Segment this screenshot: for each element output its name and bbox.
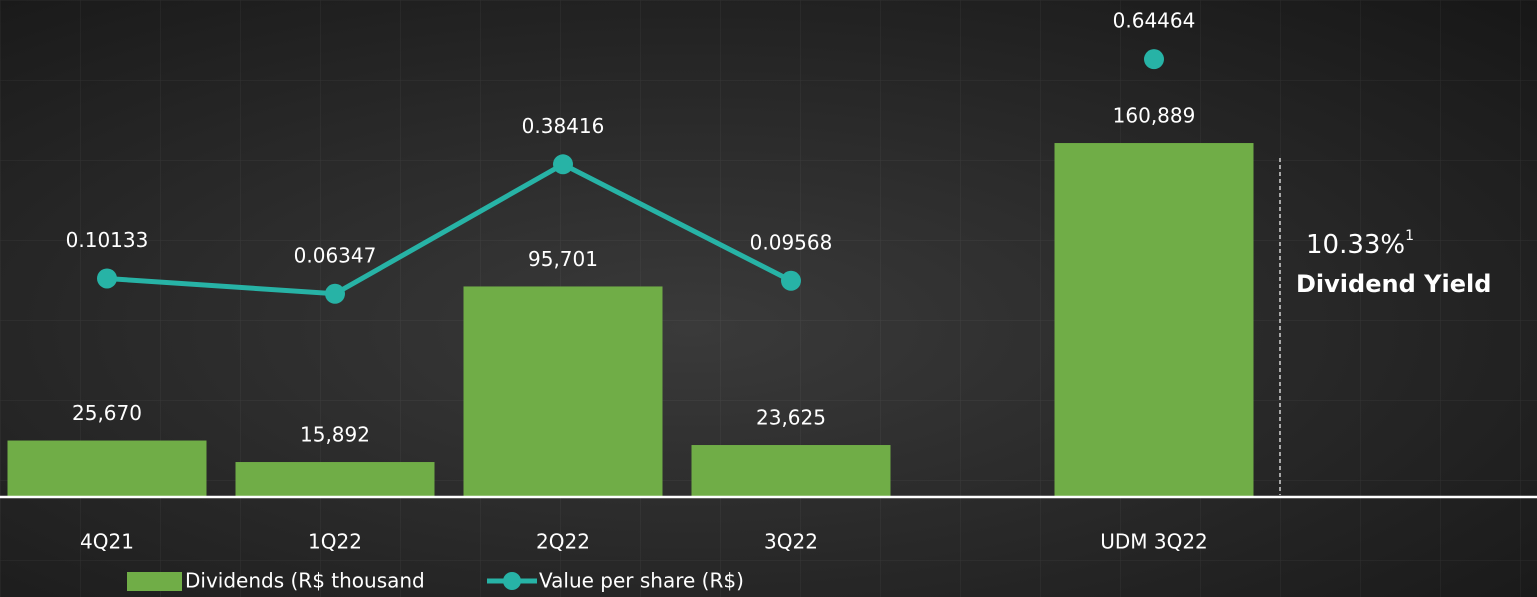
bar-value-label: 15,892 bbox=[300, 423, 370, 447]
line-value-label: 0.64464 bbox=[1113, 9, 1196, 33]
line-point bbox=[781, 270, 801, 291]
line-point bbox=[97, 268, 117, 289]
yield-label: Dividend Yield bbox=[1296, 270, 1491, 298]
x-tick-label: 2Q22 bbox=[536, 530, 590, 554]
line-value-label: 0.10133 bbox=[66, 228, 149, 252]
line-value-label: 0.06347 bbox=[294, 243, 377, 267]
bar bbox=[463, 286, 663, 497]
value-line bbox=[106, 161, 793, 297]
bar-value-label: 25,670 bbox=[72, 401, 142, 425]
bar bbox=[691, 445, 891, 497]
line-value-label: 0.09568 bbox=[750, 230, 833, 254]
line-value-label: 0.38416 bbox=[522, 114, 605, 138]
bar-value-label: 23,625 bbox=[756, 406, 826, 430]
legend-label: Dividends (R$ thousand bbox=[185, 569, 425, 593]
line-point bbox=[1144, 49, 1164, 70]
bar-value-label: 95,701 bbox=[528, 247, 598, 271]
line-point bbox=[553, 154, 573, 175]
legend-swatch-point bbox=[503, 572, 521, 590]
x-tick-label: 1Q22 bbox=[308, 530, 362, 554]
yield-superscript: 1 bbox=[1405, 228, 1414, 244]
yield-value-text: 10.33% bbox=[1306, 230, 1405, 260]
x-tick-label: 4Q21 bbox=[80, 530, 134, 554]
bar-value-label: 160,889 bbox=[1113, 104, 1196, 128]
bar bbox=[7, 440, 207, 497]
legend-swatch bbox=[127, 572, 182, 591]
legend-label: Value per share (R$) bbox=[539, 569, 744, 593]
x-tick-label: UDM 3Q22 bbox=[1100, 530, 1208, 554]
yield-value: 10.33%1 bbox=[1306, 228, 1414, 260]
bar bbox=[235, 462, 435, 497]
line-point bbox=[325, 283, 345, 304]
bar bbox=[1054, 143, 1254, 498]
x-tick-label: 3Q22 bbox=[764, 530, 818, 554]
